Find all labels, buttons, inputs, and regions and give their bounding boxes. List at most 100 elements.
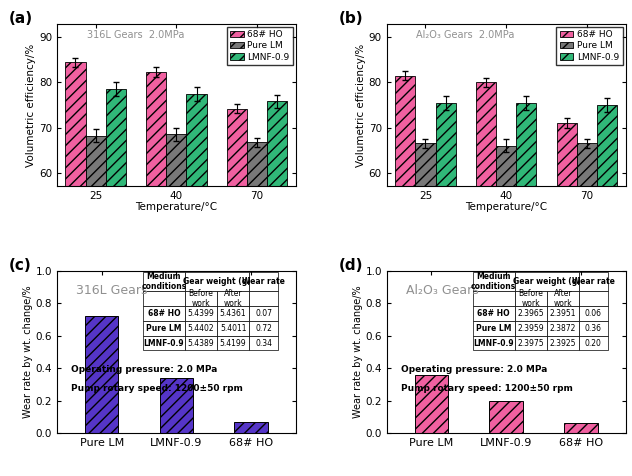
Text: Before
work: Before work [518,289,543,308]
Text: 5.4402: 5.4402 [188,324,214,333]
Text: Gear weight (g): Gear weight (g) [183,277,251,286]
Text: 2.3925: 2.3925 [550,338,576,347]
Bar [143,272,185,291]
Text: (d): (d) [339,258,363,273]
Bar [143,307,185,321]
Bar [476,82,496,444]
Text: 5.4199: 5.4199 [220,338,246,347]
Text: LMNF-0.9: LMNF-0.9 [473,338,514,347]
Text: 0.20: 0.20 [585,338,602,347]
Bar [579,272,608,291]
Bar [185,336,217,350]
Text: Pump rotary speed: 1200±50 rpm: Pump rotary speed: 1200±50 rpm [71,385,243,394]
Bar [597,105,617,444]
Bar [547,291,579,307]
Text: After
work: After work [554,289,572,308]
Text: 0.36: 0.36 [585,324,602,333]
Bar [249,321,278,336]
Bar [579,321,608,336]
Bar [85,136,106,444]
Text: 5.4011: 5.4011 [220,324,246,333]
X-axis label: Temperature/°C: Temperature/°C [135,202,217,212]
Bar [514,307,547,321]
Bar [579,291,608,307]
Text: Before
work: Before work [188,289,214,308]
Bar [185,321,217,336]
Y-axis label: Wear rate by wt. change/%: Wear rate by wt. change/% [353,286,363,418]
Bar [85,316,118,433]
Bar [217,291,249,307]
Bar [249,272,278,291]
Bar [267,101,288,444]
Bar [473,272,514,291]
Bar [473,291,514,307]
Bar [249,336,278,350]
Bar [473,336,514,350]
Text: (b): (b) [339,11,363,26]
Bar [247,142,267,444]
Text: Medium
conditions: Medium conditions [471,272,516,291]
Bar [547,336,579,350]
Bar [473,321,514,336]
Bar [185,291,217,307]
Text: Pump rotary speed: 1200±50 rpm: Pump rotary speed: 1200±50 rpm [401,385,573,394]
Bar [217,336,249,350]
Text: Gear weight (g): Gear weight (g) [513,277,581,286]
Text: (a): (a) [9,11,33,26]
Text: Al₂O₃ Gears: Al₂O₃ Gears [406,284,478,297]
X-axis label: Temperature/°C: Temperature/°C [465,202,547,212]
Text: Al₂O₃ Gears  2.0MPa: Al₂O₃ Gears 2.0MPa [416,30,514,40]
Bar [106,89,126,444]
Text: 5.4389: 5.4389 [188,338,214,347]
Bar [415,375,448,433]
Bar [227,109,247,444]
Bar [217,307,249,321]
Bar [415,143,435,444]
Text: 2.3965: 2.3965 [518,309,544,318]
Text: 0.06: 0.06 [585,309,602,318]
Text: Pure LM: Pure LM [146,324,181,333]
Bar [249,291,278,307]
Bar [516,103,537,444]
Text: LMNF-0.9: LMNF-0.9 [143,338,184,347]
Bar [514,336,547,350]
Bar [557,123,577,444]
Bar [249,307,278,321]
Bar [577,143,597,444]
Bar [514,291,547,307]
Bar [143,291,185,307]
Text: 0.72: 0.72 [255,324,272,333]
Text: 2.3959: 2.3959 [518,324,544,333]
Bar [159,378,193,433]
Bar [579,307,608,321]
Text: 5.4399: 5.4399 [188,309,214,318]
Legend: 68# HO, Pure LM, LMNF-0.9: 68# HO, Pure LM, LMNF-0.9 [226,27,293,65]
Bar [514,321,547,336]
Bar [234,422,268,433]
Bar [564,424,598,433]
Text: Operating pressure: 2.0 MPa: Operating pressure: 2.0 MPa [401,365,547,374]
Text: 2.3951: 2.3951 [550,309,576,318]
Text: Wear rate: Wear rate [572,277,615,286]
Y-axis label: Wear rate by wt. change/%: Wear rate by wt. change/% [23,286,33,418]
Bar [186,94,207,444]
Bar [489,401,523,433]
Legend: 68# HO, Pure LM, LMNF-0.9: 68# HO, Pure LM, LMNF-0.9 [556,27,623,65]
Text: (c): (c) [9,258,32,273]
Y-axis label: Volumetric efficiency/%: Volumetric efficiency/% [356,43,366,167]
Bar [65,62,85,444]
Bar [473,307,514,321]
Text: 2.3975: 2.3975 [518,338,544,347]
Text: After
work: After work [224,289,243,308]
Bar [547,307,579,321]
Bar [579,336,608,350]
Text: 0.07: 0.07 [255,309,272,318]
Bar [435,103,456,444]
Text: 2.3872: 2.3872 [550,324,576,333]
Text: Operating pressure: 2.0 MPa: Operating pressure: 2.0 MPa [71,365,217,374]
Text: 0.34: 0.34 [255,338,272,347]
Bar [143,321,185,336]
Text: 316L Gears: 316L Gears [76,284,147,297]
Bar [496,146,516,444]
Bar [185,272,249,291]
